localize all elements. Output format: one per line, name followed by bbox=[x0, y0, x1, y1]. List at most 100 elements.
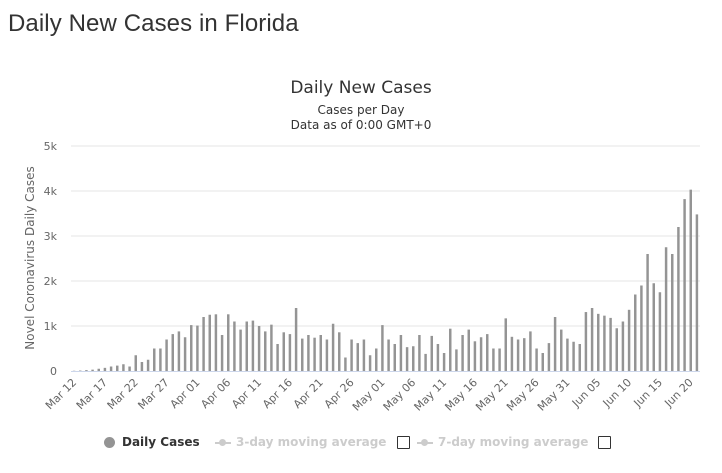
bar[interactable] bbox=[584, 312, 588, 371]
bar[interactable] bbox=[541, 353, 544, 371]
bar[interactable] bbox=[233, 321, 236, 372]
bar[interactable] bbox=[479, 337, 483, 371]
bar[interactable] bbox=[492, 348, 495, 372]
bar[interactable] bbox=[436, 344, 440, 371]
bar[interactable] bbox=[473, 341, 477, 371]
legend-item-7-day-average[interactable]: 7-day moving average bbox=[417, 432, 588, 452]
bar[interactable] bbox=[689, 189, 692, 371]
bar[interactable] bbox=[646, 254, 649, 371]
toggle-3-day-checkbox[interactable] bbox=[397, 436, 410, 449]
bar[interactable] bbox=[140, 362, 144, 371]
bar[interactable] bbox=[560, 329, 563, 371]
bar[interactable] bbox=[282, 332, 285, 371]
bar[interactable] bbox=[590, 308, 594, 371]
bar[interactable] bbox=[572, 341, 575, 371]
bar[interactable] bbox=[510, 336, 514, 371]
bar[interactable] bbox=[220, 335, 224, 371]
bar[interactable] bbox=[399, 335, 403, 371]
bar[interactable] bbox=[461, 335, 464, 371]
bar[interactable] bbox=[208, 314, 211, 371]
toggle-7-day-checkbox[interactable] bbox=[598, 436, 611, 449]
bar[interactable] bbox=[375, 348, 378, 372]
bar[interactable] bbox=[153, 348, 156, 372]
bar[interactable] bbox=[146, 359, 150, 371]
bar[interactable] bbox=[344, 357, 347, 372]
legend-item-daily-cases[interactable]: Daily Cases bbox=[104, 432, 200, 452]
bar[interactable] bbox=[356, 343, 359, 371]
bar[interactable] bbox=[325, 339, 329, 372]
bar[interactable] bbox=[609, 317, 612, 371]
bar[interactable] bbox=[319, 335, 322, 371]
bar[interactable] bbox=[547, 343, 551, 371]
bar[interactable] bbox=[523, 338, 526, 371]
bar[interactable] bbox=[455, 349, 458, 371]
bar[interactable] bbox=[387, 339, 390, 372]
bar[interactable] bbox=[578, 344, 581, 371]
bar[interactable] bbox=[134, 355, 137, 371]
bar[interactable] bbox=[529, 331, 532, 371]
bar[interactable] bbox=[103, 367, 107, 371]
bar[interactable] bbox=[171, 334, 174, 371]
bar[interactable] bbox=[91, 369, 94, 371]
bar[interactable] bbox=[239, 329, 242, 371]
bar[interactable] bbox=[116, 365, 119, 371]
bar[interactable] bbox=[338, 332, 341, 371]
bar[interactable] bbox=[640, 285, 643, 372]
bar[interactable] bbox=[97, 368, 100, 371]
bar[interactable] bbox=[597, 313, 600, 371]
bar[interactable] bbox=[627, 309, 631, 371]
bar[interactable] bbox=[658, 292, 662, 371]
bar[interactable] bbox=[190, 325, 193, 371]
bar[interactable] bbox=[165, 339, 168, 372]
bar[interactable] bbox=[350, 339, 353, 372]
bar[interactable] bbox=[498, 348, 501, 372]
bar[interactable] bbox=[362, 339, 366, 372]
bar[interactable] bbox=[677, 227, 680, 371]
bar[interactable] bbox=[331, 323, 335, 371]
bar[interactable] bbox=[288, 334, 292, 371]
bar[interactable] bbox=[603, 315, 606, 371]
bar[interactable] bbox=[695, 214, 699, 371]
bar[interactable] bbox=[683, 199, 686, 371]
bar[interactable] bbox=[257, 326, 261, 371]
bar[interactable] bbox=[307, 335, 310, 371]
bar[interactable] bbox=[467, 329, 470, 371]
bar[interactable] bbox=[301, 338, 304, 371]
bar[interactable] bbox=[109, 366, 113, 372]
bar[interactable] bbox=[664, 247, 668, 371]
bar[interactable] bbox=[634, 294, 637, 372]
bar[interactable] bbox=[85, 370, 88, 371]
bar[interactable] bbox=[442, 353, 446, 371]
bar[interactable] bbox=[430, 335, 433, 371]
bar[interactable] bbox=[276, 344, 279, 371]
bar[interactable] bbox=[264, 331, 267, 371]
bar[interactable] bbox=[177, 331, 181, 371]
bar[interactable] bbox=[671, 254, 674, 371]
bar[interactable] bbox=[122, 364, 125, 371]
bar[interactable] bbox=[553, 317, 557, 371]
bar[interactable] bbox=[128, 366, 131, 372]
bar[interactable] bbox=[202, 317, 205, 371]
bar[interactable] bbox=[214, 314, 218, 371]
bar[interactable] bbox=[535, 348, 538, 372]
legend-item-3-day-average[interactable]: 3-day moving average bbox=[215, 432, 386, 452]
bar[interactable] bbox=[424, 353, 427, 371]
bar[interactable] bbox=[486, 334, 489, 371]
bar[interactable] bbox=[183, 337, 187, 371]
bar[interactable] bbox=[504, 318, 507, 371]
bar[interactable] bbox=[227, 314, 230, 371]
bar[interactable] bbox=[251, 320, 255, 371]
bar[interactable] bbox=[412, 346, 415, 371]
bar[interactable] bbox=[381, 325, 384, 371]
bar[interactable] bbox=[196, 325, 199, 371]
bar[interactable] bbox=[245, 321, 248, 372]
bar[interactable] bbox=[516, 339, 520, 372]
bar[interactable] bbox=[449, 328, 452, 371]
bar[interactable] bbox=[566, 338, 569, 371]
bar[interactable] bbox=[270, 324, 273, 371]
bar[interactable] bbox=[418, 335, 421, 371]
bar[interactable] bbox=[405, 347, 409, 371]
bar[interactable] bbox=[393, 344, 396, 371]
bar[interactable] bbox=[159, 348, 162, 372]
bar[interactable] bbox=[368, 355, 372, 371]
